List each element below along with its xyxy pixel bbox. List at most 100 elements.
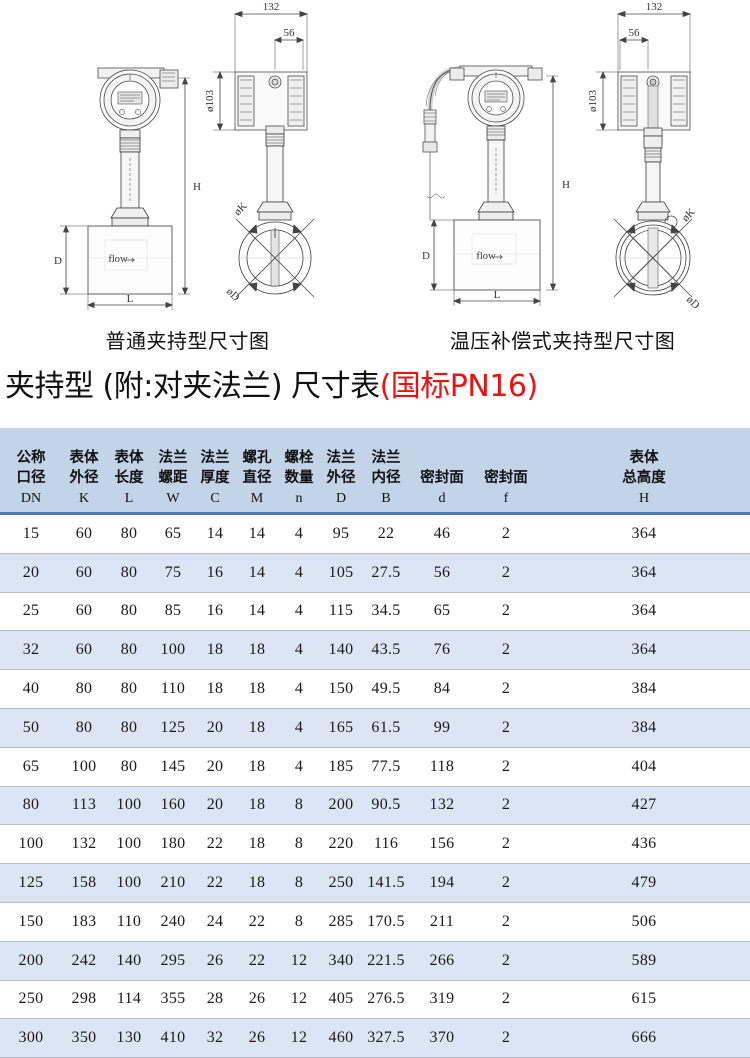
dimension-label-diaD: øD <box>224 286 242 304</box>
cell-B: 49.5 <box>362 669 410 709</box>
cell-f: 2 <box>474 591 538 631</box>
temp-pressure-compensated-dimension-drawing: flow H D <box>422 1 702 312</box>
page-title-standard: (国标PN16) <box>379 369 539 404</box>
table-row: 50 80 80 125 20 18 4 165 61.5 99 2 384 <box>0 707 750 748</box>
cell-D: 340 <box>320 940 362 981</box>
cell-n: 4 <box>278 669 320 709</box>
dimension-label-dia103: ø103 <box>587 90 599 113</box>
column-header-line1: 表体 <box>114 450 144 466</box>
cell-DN: 250 <box>0 979 62 1019</box>
cell-d: 65 <box>410 591 474 631</box>
column-header-line1: 法兰 <box>371 450 401 466</box>
column-header-symbol: H <box>638 491 650 506</box>
cell-f: 2 <box>474 552 538 593</box>
cell-n: 8 <box>278 863 320 903</box>
cell-L: 130 <box>106 1018 152 1058</box>
meter-stem-front <box>477 125 515 221</box>
column-header-symbol: L <box>124 491 134 506</box>
cell-W: 145 <box>152 746 194 787</box>
column-header-line1: 螺栓 <box>284 450 314 466</box>
cell-W: 65 <box>164 524 182 542</box>
cell-n: 4 <box>278 630 320 670</box>
table-body: 15 60 80 65 14 14 4 95 22 46 2 364 20 60 80 75 16 14 4 105 2… <box>0 515 750 1058</box>
cell-d: 319 <box>410 979 474 1019</box>
cell-DN: 150 <box>0 901 62 942</box>
cell-C: 22 <box>194 824 236 864</box>
dimension-label-56: 56 <box>629 27 641 39</box>
cell-L: 100 <box>106 785 152 825</box>
cell-DN: 15 <box>22 524 40 542</box>
cell-H: 404 <box>538 746 750 787</box>
page-title-main: 夹持型 (附:对夹法兰) 尺寸表 <box>5 369 380 404</box>
column-header-line2: 厚度 <box>200 470 230 486</box>
cell-d: 266 <box>410 940 474 981</box>
cell-f: 2 <box>474 785 538 825</box>
cell-M: 18 <box>236 863 278 903</box>
cell-n: 12 <box>278 940 320 981</box>
cell-B: 27.5 <box>362 552 410 593</box>
cell-K: 350 <box>62 1018 106 1058</box>
column-header-line2: 长度 <box>114 470 144 486</box>
dimension-label-diaD: øD <box>684 294 702 312</box>
cell-f: 2 <box>501 524 511 542</box>
spec-table-container: 公称 口径 DN 表体 外径 K 表体 长度 L 法兰 螺距 W 法兰 厚度 C 螺孔 直径 M 螺栓 数量 n 法兰 外径… <box>0 428 750 1058</box>
cell-W: 295 <box>152 940 194 981</box>
column-header-line2: 螺距 <box>158 470 188 486</box>
cell-d: 46 <box>433 524 451 542</box>
cell-H: 364 <box>538 591 750 631</box>
cell-f: 2 <box>474 940 538 981</box>
column-header-C: 法兰 厚度 C <box>194 428 236 512</box>
transmitter-head-side <box>617 71 691 137</box>
column-header-symbol: n <box>295 491 303 506</box>
column-header-line2: 直径 <box>242 470 272 486</box>
dimension-H <box>178 76 190 296</box>
transmitter-head-front <box>449 65 543 127</box>
dimension-label-56: 56 <box>284 27 296 39</box>
transmitter-head-front <box>97 67 179 131</box>
cell-W: 240 <box>152 901 194 942</box>
svg-text:flow: flow <box>108 254 128 265</box>
cell-d: 84 <box>410 669 474 709</box>
cell-L: 80 <box>106 746 152 787</box>
cell-DN: 50 <box>0 707 62 748</box>
meter-stem-side <box>635 135 678 229</box>
cell-B: 77.5 <box>362 746 410 787</box>
column-header-line2: 内径 <box>371 470 401 486</box>
cell-B: 170.5 <box>362 901 410 942</box>
cell-M: 26 <box>236 1018 278 1058</box>
cell-n: 4 <box>278 707 320 748</box>
column-header-symbol: D <box>335 491 347 506</box>
cell-DN: 40 <box>0 669 62 709</box>
dimension-56 <box>618 36 650 70</box>
cell-K: 60 <box>75 524 93 542</box>
cell-C: 20 <box>194 707 236 748</box>
cell-n: 8 <box>278 785 320 825</box>
cell-M: 18 <box>236 669 278 709</box>
cell-B: 276.5 <box>362 979 410 1019</box>
cell-L: 80 <box>106 552 152 593</box>
cell-C: 24 <box>194 901 236 942</box>
cell-n: 8 <box>278 824 320 864</box>
page-title: 夹持型 (附:对夹法兰) 尺寸表(国标PN16) <box>5 370 538 404</box>
cell-L: 80 <box>106 630 152 670</box>
column-header-symbol: DN <box>20 491 42 506</box>
column-header-symbol: K <box>78 491 90 506</box>
cell-n: 4 <box>278 591 320 631</box>
cell-H: 589 <box>538 940 750 981</box>
column-header-f: 密封面 f <box>474 428 538 512</box>
column-header-d: 密封面 d <box>410 428 474 512</box>
dimension-label-diaK: øK <box>680 206 698 224</box>
dimension-label-D: D <box>422 250 430 262</box>
column-header-symbol: M <box>250 491 264 506</box>
table-row: 125 158 100 210 22 18 8 250 141.5 194 2 479 <box>0 863 750 903</box>
cell-W: 410 <box>152 1018 194 1058</box>
table-row: 150 183 110 240 24 22 8 285 170.5 211 2 506 <box>0 901 750 942</box>
column-header-symbol: B <box>381 491 391 506</box>
column-header-line1: 法兰 <box>158 450 188 466</box>
cell-D: 220 <box>320 824 362 864</box>
cell-H: 666 <box>538 1018 750 1058</box>
cell-B: 22 <box>377 524 395 542</box>
cell-M: 14 <box>236 591 278 631</box>
cell-DN: 200 <box>0 940 62 981</box>
cell-n: 4 <box>294 524 304 542</box>
